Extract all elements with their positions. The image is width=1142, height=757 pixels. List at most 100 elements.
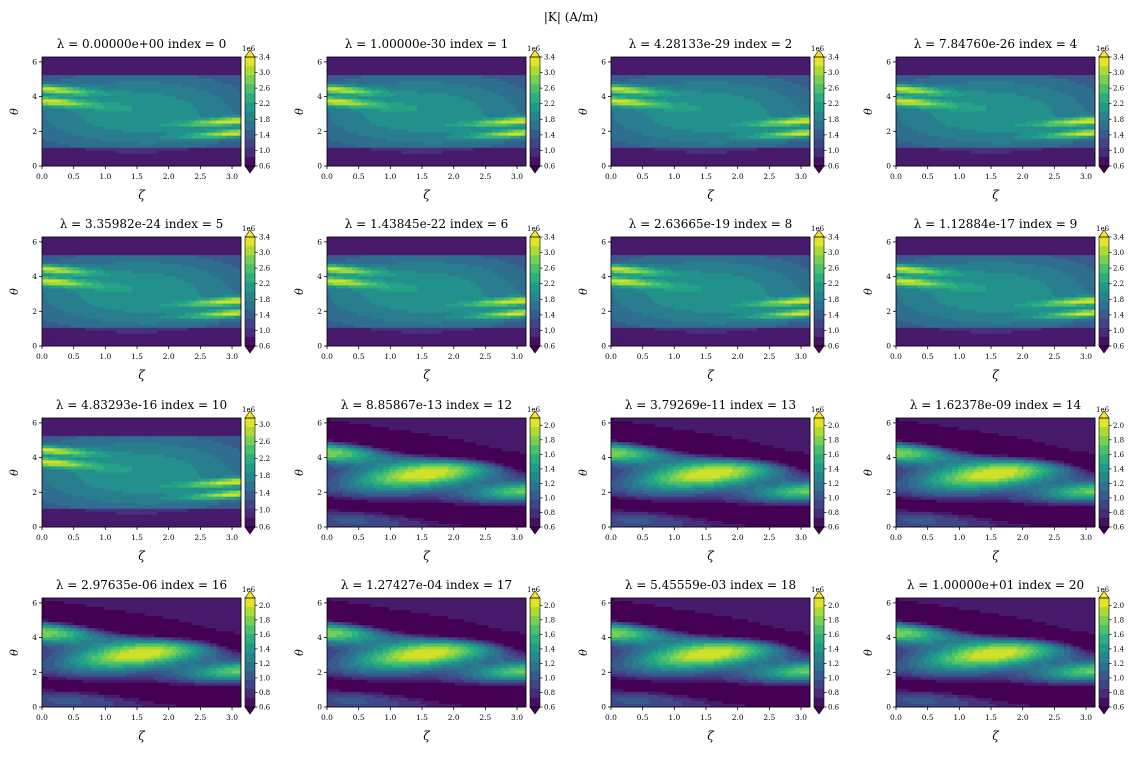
heatmap-cell bbox=[343, 69, 347, 72]
heatmap-cell bbox=[339, 105, 343, 108]
heatmap-cell bbox=[479, 84, 483, 87]
heatmap-cell bbox=[151, 145, 155, 148]
heatmap-cell bbox=[346, 63, 350, 66]
heatmap-cell bbox=[120, 112, 124, 115]
heatmap-cell bbox=[169, 160, 173, 163]
heatmap-cell bbox=[42, 84, 46, 87]
heatmap-cell bbox=[98, 105, 102, 108]
heatmap-cell bbox=[364, 84, 368, 87]
heatmap-cell bbox=[51, 127, 55, 130]
heatmap-cell bbox=[48, 145, 52, 148]
heatmap-cell bbox=[92, 145, 96, 148]
heatmap-cell bbox=[383, 81, 387, 84]
heatmap-cell bbox=[514, 69, 518, 72]
heatmap-cell bbox=[179, 63, 183, 66]
heatmap-cell bbox=[349, 75, 353, 78]
heatmap-cell bbox=[138, 84, 142, 87]
heatmap-cell bbox=[464, 87, 468, 90]
heatmap-cell bbox=[420, 72, 424, 75]
heatmap-cell bbox=[358, 75, 362, 78]
heatmap-cell bbox=[213, 87, 217, 90]
heatmap-cell bbox=[173, 99, 177, 102]
heatmap-cell bbox=[188, 63, 192, 66]
heatmap-cell bbox=[346, 112, 350, 115]
heatmap-cell bbox=[374, 72, 378, 75]
heatmap-cell bbox=[442, 57, 446, 60]
heatmap-cell bbox=[383, 93, 387, 96]
heatmap-cell bbox=[473, 60, 477, 63]
heatmap-cell bbox=[194, 127, 198, 130]
heatmap-cell bbox=[82, 112, 86, 115]
heatmap-cell bbox=[126, 75, 130, 78]
heatmap-cell bbox=[163, 57, 167, 60]
heatmap-cell bbox=[229, 87, 233, 90]
heatmap-cell bbox=[222, 60, 226, 63]
heatmap-cell bbox=[151, 99, 155, 102]
heatmap-cell bbox=[367, 78, 371, 81]
heatmap-cell bbox=[355, 81, 359, 84]
heatmap-cell bbox=[207, 160, 211, 163]
heatmap-cell bbox=[135, 57, 139, 60]
heatmap-cell bbox=[163, 118, 167, 121]
heatmap-cell bbox=[135, 160, 139, 163]
heatmap-cell bbox=[451, 99, 455, 102]
heatmap-cell bbox=[464, 75, 468, 78]
heatmap-cell bbox=[235, 112, 239, 115]
heatmap-cell bbox=[157, 72, 161, 75]
heatmap-cell bbox=[110, 63, 114, 66]
heatmap-cell bbox=[495, 90, 499, 93]
heatmap-cell bbox=[95, 105, 99, 108]
heatmap-cell bbox=[430, 96, 434, 99]
heatmap-cell bbox=[204, 115, 208, 118]
heatmap-cell bbox=[135, 112, 139, 115]
heatmap-cell bbox=[330, 90, 334, 93]
heatmap-cell bbox=[346, 66, 350, 69]
heatmap-cell bbox=[352, 87, 356, 90]
heatmap-cell bbox=[451, 90, 455, 93]
heatmap-cell bbox=[70, 142, 74, 145]
heatmap-cell bbox=[95, 60, 99, 63]
heatmap-cell bbox=[48, 160, 52, 163]
heatmap-cell bbox=[114, 145, 118, 148]
heatmap-cell bbox=[222, 81, 226, 84]
heatmap-cell bbox=[54, 90, 58, 93]
heatmap-cell bbox=[458, 66, 462, 69]
heatmap-cell bbox=[51, 69, 55, 72]
heatmap-cell bbox=[492, 96, 496, 99]
heatmap-cell bbox=[380, 60, 384, 63]
heatmap-cell bbox=[219, 60, 223, 63]
heatmap-cell bbox=[76, 57, 80, 60]
heatmap-cell bbox=[82, 84, 86, 87]
heatmap-cell bbox=[82, 57, 86, 60]
heatmap-cell bbox=[89, 108, 93, 111]
heatmap-cell bbox=[504, 93, 508, 96]
heatmap-cell bbox=[179, 160, 183, 163]
heatmap-cell bbox=[470, 99, 474, 102]
heatmap-cell bbox=[188, 136, 192, 139]
heatmap-cell bbox=[129, 87, 133, 90]
heatmap-cell bbox=[98, 121, 102, 124]
heatmap-cell bbox=[395, 112, 399, 115]
heatmap-cell bbox=[82, 151, 86, 154]
heatmap-cell bbox=[86, 133, 90, 136]
heatmap-cell bbox=[520, 84, 524, 87]
heatmap-cell bbox=[430, 72, 434, 75]
heatmap-cell bbox=[42, 69, 46, 72]
heatmap-cell bbox=[123, 145, 127, 148]
heatmap-cell bbox=[383, 96, 387, 99]
heatmap-cell bbox=[166, 105, 170, 108]
heatmap-cell bbox=[210, 66, 214, 69]
heatmap-cell bbox=[330, 60, 334, 63]
heatmap-cell bbox=[154, 87, 158, 90]
heatmap-cell bbox=[374, 87, 378, 90]
heatmap-cell bbox=[182, 87, 186, 90]
heatmap-cell bbox=[185, 99, 189, 102]
heatmap-cell bbox=[67, 115, 71, 118]
heatmap-cell bbox=[188, 57, 192, 60]
heatmap-cell bbox=[191, 105, 195, 108]
heatmap-cell bbox=[204, 72, 208, 75]
heatmap-cell bbox=[229, 78, 233, 81]
heatmap-cell bbox=[173, 93, 177, 96]
heatmap-cell bbox=[464, 93, 468, 96]
heatmap-cell bbox=[76, 78, 80, 81]
